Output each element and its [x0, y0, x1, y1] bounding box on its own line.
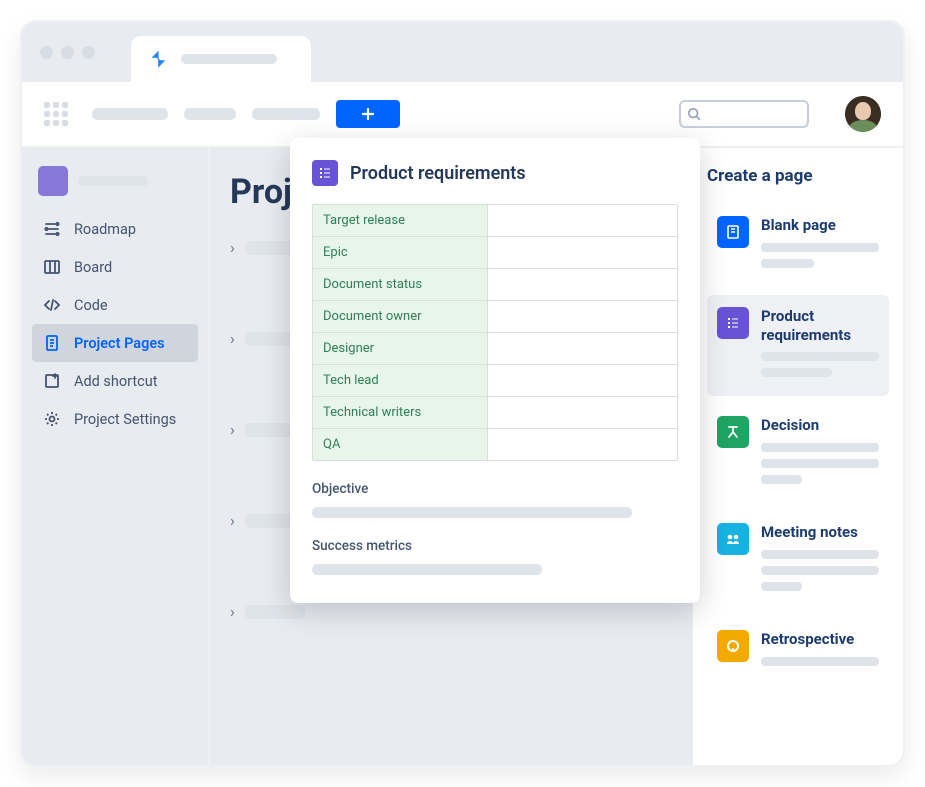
- table-cell: Tech lead: [313, 365, 488, 396]
- modal-title: Product requirements: [350, 163, 526, 184]
- template-title: Product requirements: [761, 307, 879, 345]
- main-content: Proj › › › › ›: [210, 148, 693, 765]
- sidebar-item-label: Code: [74, 297, 108, 314]
- user-avatar[interactable]: [845, 96, 881, 132]
- sidebar-item-label: Board: [74, 259, 112, 276]
- sidebar-item-board[interactable]: Board: [32, 248, 198, 286]
- gear-icon: [42, 409, 62, 429]
- chevron-right-icon: ›: [230, 420, 235, 439]
- requirements-table: Target release Epic Document status Docu…: [312, 204, 678, 461]
- table-cell: Document status: [313, 269, 488, 300]
- section-heading: Success metrics: [312, 538, 678, 554]
- right-panel-title: Create a page: [707, 166, 889, 186]
- template-title: Retrospective: [761, 630, 879, 649]
- sidebar-item-label: Roadmap: [74, 221, 136, 238]
- nav-placeholder: [252, 108, 320, 120]
- table-cell: Technical writers: [313, 397, 488, 428]
- browser-titlebar: [22, 22, 903, 82]
- window-dot: [61, 46, 74, 59]
- roadmap-icon: [42, 219, 62, 239]
- app-switcher-icon[interactable]: [44, 102, 68, 126]
- sidebar-item-label: Project Settings: [74, 411, 176, 428]
- jira-logo-icon: [149, 49, 169, 69]
- nav-placeholder: [92, 108, 168, 120]
- table-cell: Target release: [313, 205, 488, 236]
- table-cell: Epic: [313, 237, 488, 268]
- blank-page-icon: [717, 216, 749, 248]
- chevron-right-icon: ›: [230, 602, 235, 621]
- create-button[interactable]: [336, 100, 400, 128]
- board-icon: [42, 257, 62, 277]
- text-placeholder: [312, 507, 632, 518]
- table-cell: QA: [313, 429, 488, 460]
- nav-placeholder: [184, 108, 236, 120]
- pages-icon: [42, 333, 62, 353]
- sidebar-item-label: Add shortcut: [74, 373, 158, 390]
- chevron-right-icon: ›: [230, 329, 235, 348]
- requirements-icon: [312, 160, 338, 186]
- project-header: [32, 166, 198, 210]
- sidebar: Roadmap Board Code Project Pages: [22, 148, 210, 765]
- template-preview-modal: Product requirements Target release Epic…: [290, 138, 700, 603]
- sidebar-item-project-settings[interactable]: Project Settings: [32, 400, 198, 438]
- template-meeting-notes[interactable]: Meeting notes: [707, 511, 889, 610]
- sidebar-item-project-pages[interactable]: Project Pages: [32, 324, 198, 362]
- add-shortcut-icon: [42, 371, 62, 391]
- tab-title-placeholder: [181, 54, 277, 64]
- template-product-requirements[interactable]: Product requirements: [707, 295, 889, 397]
- search-icon: [687, 107, 701, 121]
- section-heading: Objective: [312, 481, 678, 497]
- text-placeholder: [312, 564, 542, 575]
- chevron-right-icon: ›: [230, 511, 235, 530]
- window-dot: [40, 46, 53, 59]
- meeting-notes-icon: [717, 523, 749, 555]
- sidebar-item-roadmap[interactable]: Roadmap: [32, 210, 198, 248]
- chevron-right-icon: ›: [230, 238, 235, 257]
- right-panel: Create a page Blank page Product require…: [693, 148, 903, 765]
- template-blank-page[interactable]: Blank page: [707, 204, 889, 287]
- search-input[interactable]: [679, 100, 809, 128]
- template-title: Meeting notes: [761, 523, 879, 542]
- sidebar-item-add-shortcut[interactable]: Add shortcut: [32, 362, 198, 400]
- browser-tab[interactable]: [131, 36, 311, 82]
- sidebar-item-code[interactable]: Code: [32, 286, 198, 324]
- table-cell: Designer: [313, 333, 488, 364]
- retrospective-icon: [717, 630, 749, 662]
- app-window: Roadmap Board Code Project Pages: [20, 20, 905, 767]
- decision-icon: [717, 416, 749, 448]
- project-avatar: [38, 166, 68, 196]
- table-cell: Document owner: [313, 301, 488, 332]
- template-decision[interactable]: Decision: [707, 404, 889, 503]
- requirements-icon: [717, 307, 749, 339]
- window-dot: [82, 46, 95, 59]
- project-name-placeholder: [78, 176, 148, 186]
- template-title: Decision: [761, 416, 879, 435]
- page-tree-item[interactable]: ›: [230, 602, 673, 621]
- sidebar-item-label: Project Pages: [74, 335, 165, 352]
- template-retrospective[interactable]: Retrospective: [707, 618, 889, 685]
- template-title: Blank page: [761, 216, 879, 235]
- code-icon: [42, 295, 62, 315]
